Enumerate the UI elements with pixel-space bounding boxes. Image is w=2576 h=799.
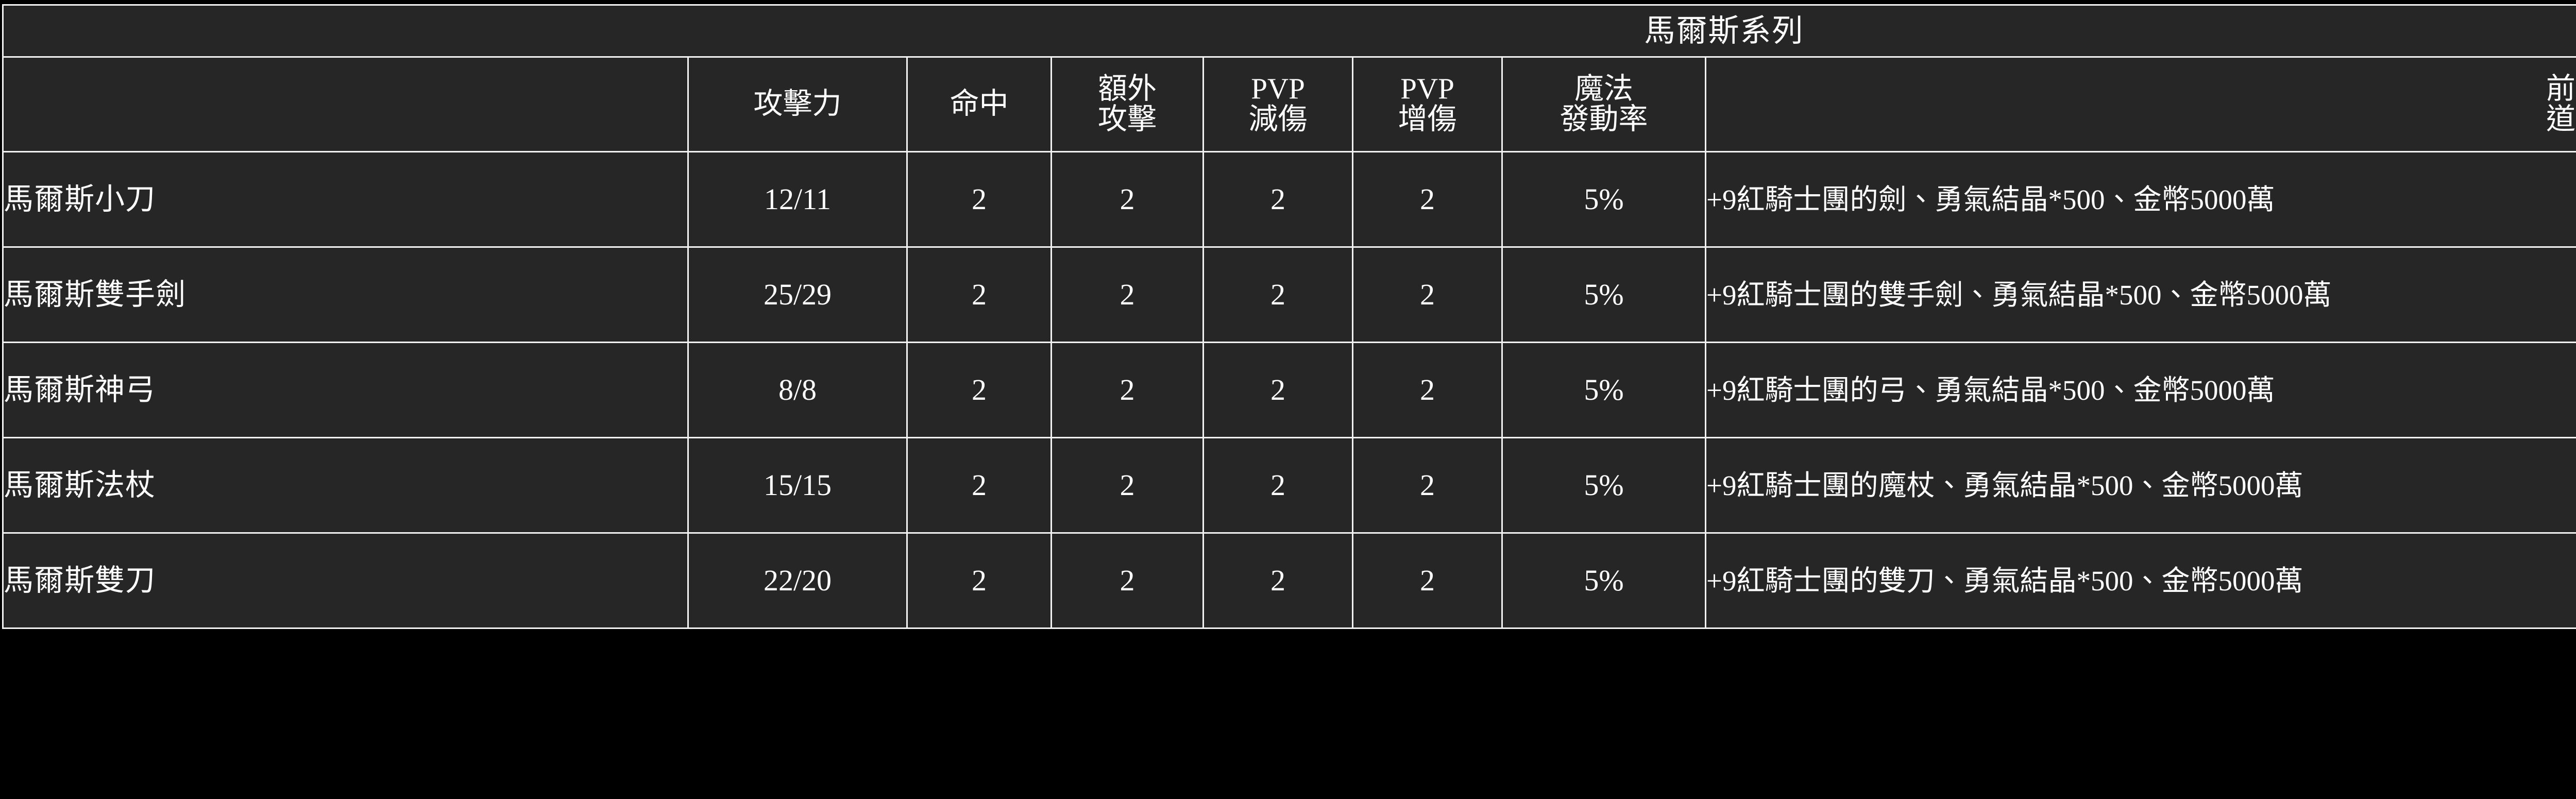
item-accuracy: 2 — [906, 246, 1052, 343]
column-header-name — [2, 56, 689, 152]
item-pvp-damage-reduction: 2 — [1202, 437, 1353, 534]
column-header-extra-attack-label: 額外 攻擊 — [1098, 73, 1157, 135]
column-header-accuracy: 命中 — [906, 56, 1052, 152]
item-magic-trigger-rate: 5% — [1501, 437, 1706, 534]
item-pvp-damage-increase: 2 — [1352, 151, 1503, 248]
item-required-items: +9紅騎士團的雙手劍、勇氣結晶*500、金幣5000萬 — [1705, 246, 2576, 343]
column-header-pvp-damage-increase-label: PVP 增傷 — [1398, 73, 1457, 135]
column-header-pvp-damage-reduction: PVP 減傷 — [1202, 56, 1353, 152]
mars-series-stat-table: 馬爾斯系列 攻擊力 命中 額外 攻擊 PVP 減傷 PVP 增傷 — [2, 4, 2576, 629]
item-extra-attack: 2 — [1050, 151, 1204, 248]
column-header-pvp-damage-increase: PVP 增傷 — [1352, 56, 1503, 152]
column-header-extra-attack: 額外 攻擊 — [1050, 56, 1204, 152]
item-magic-trigger-rate: 5% — [1501, 342, 1706, 438]
table-title-row: 馬爾斯系列 — [2, 4, 2576, 58]
item-name: 馬爾斯雙手劍 — [2, 246, 689, 343]
item-pvp-damage-reduction: 2 — [1202, 246, 1353, 343]
item-name: 馬爾斯小刀 — [2, 151, 689, 248]
item-required-items: +9紅騎士團的劍、勇氣結晶*500、金幣5000萬 — [1705, 151, 2576, 248]
item-accuracy: 2 — [906, 342, 1052, 438]
column-header-attack-power: 攻擊力 — [687, 56, 908, 152]
item-pvp-damage-reduction: 2 — [1202, 532, 1353, 629]
column-header-required-items-label: 前置 道具 — [2546, 73, 2576, 135]
table-row: 馬爾斯神弓 8/8 2 2 2 2 5% +9紅騎士團的弓、勇氣結晶*500、金… — [2, 342, 2576, 438]
column-header-magic-trigger-rate-label: 魔法 發動率 — [1560, 73, 1648, 135]
table-row: 馬爾斯法杖 15/15 2 2 2 2 5% +9紅騎士團的魔杖、勇氣結晶*50… — [2, 437, 2576, 534]
item-pvp-damage-increase: 2 — [1352, 532, 1503, 629]
column-header-magic-trigger-rate: 魔法 發動率 — [1501, 56, 1706, 152]
table-row: 馬爾斯雙手劍 25/29 2 2 2 2 5% +9紅騎士團的雙手劍、勇氣結晶*… — [2, 246, 2576, 343]
item-extra-attack: 2 — [1050, 342, 1204, 438]
item-name: 馬爾斯雙刀 — [2, 532, 689, 629]
item-attack-power: 12/11 — [687, 151, 908, 248]
table-row: 馬爾斯小刀 12/11 2 2 2 2 5% +9紅騎士團的劍、勇氣結晶*500… — [2, 151, 2576, 248]
item-extra-attack: 2 — [1050, 246, 1204, 343]
item-magic-trigger-rate: 5% — [1501, 532, 1706, 629]
item-magic-trigger-rate: 5% — [1501, 151, 1706, 248]
column-header-required-items: 前置 道具 — [1705, 56, 2576, 152]
item-required-items: +9紅騎士團的魔杖、勇氣結晶*500、金幣5000萬 — [1705, 437, 2576, 534]
table-row: 馬爾斯雙刀 22/20 2 2 2 2 5% +9紅騎士團的雙刀、勇氣結晶*50… — [2, 532, 2576, 629]
item-attack-power: 22/20 — [687, 532, 908, 629]
item-accuracy: 2 — [906, 437, 1052, 534]
item-attack-power: 15/15 — [687, 437, 908, 534]
column-header-pvp-damage-reduction-label: PVP 減傷 — [1248, 73, 1308, 135]
item-required-items: +9紅騎士團的雙刀、勇氣結晶*500、金幣5000萬 — [1705, 532, 2576, 629]
item-extra-attack: 2 — [1050, 437, 1204, 534]
item-pvp-damage-increase: 2 — [1352, 246, 1503, 343]
item-pvp-damage-reduction: 2 — [1202, 151, 1353, 248]
table-title: 馬爾斯系列 — [2, 4, 2576, 58]
item-pvp-damage-increase: 2 — [1352, 342, 1503, 438]
item-accuracy: 2 — [906, 151, 1052, 248]
item-attack-power: 25/29 — [687, 246, 908, 343]
item-name: 馬爾斯法杖 — [2, 437, 689, 534]
item-pvp-damage-reduction: 2 — [1202, 342, 1353, 438]
item-extra-attack: 2 — [1050, 532, 1204, 629]
item-required-items: +9紅騎士團的弓、勇氣結晶*500、金幣5000萬 — [1705, 342, 2576, 438]
item-pvp-damage-increase: 2 — [1352, 437, 1503, 534]
item-name: 馬爾斯神弓 — [2, 342, 689, 438]
table-header-row: 攻擊力 命中 額外 攻擊 PVP 減傷 PVP 增傷 魔法 發動率 — [2, 56, 2576, 152]
item-attack-power: 8/8 — [687, 342, 908, 438]
item-accuracy: 2 — [906, 532, 1052, 629]
column-header-accuracy-label: 命中 — [950, 88, 1009, 121]
column-header-attack-power-label: 攻擊力 — [753, 88, 842, 121]
item-magic-trigger-rate: 5% — [1501, 246, 1706, 343]
